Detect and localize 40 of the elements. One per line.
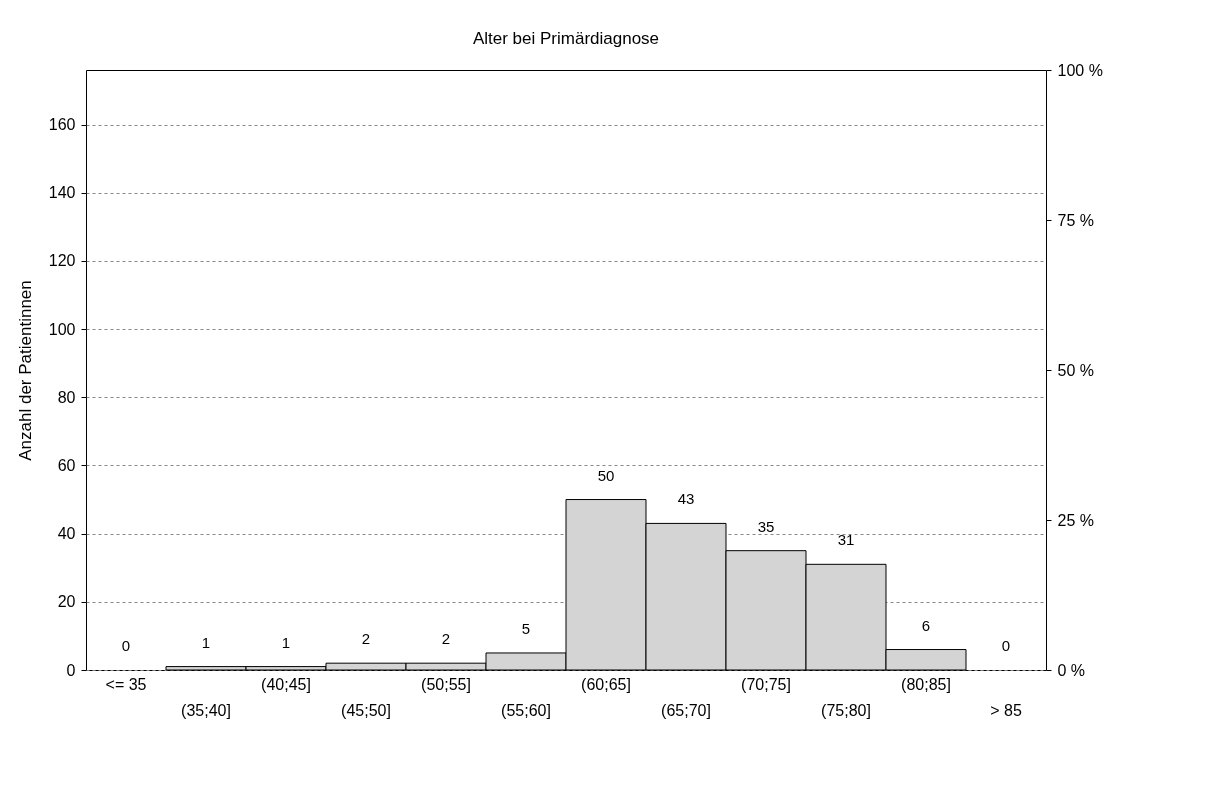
data-label: 5 <box>521 619 531 637</box>
y2-tick-label: 0 % <box>1057 661 1086 679</box>
data-label: 6 <box>921 616 931 634</box>
data-label: 1 <box>201 633 211 651</box>
y-axis-title: Anzahl der Patientinnen <box>15 280 35 461</box>
data-label: 31 <box>837 531 855 549</box>
y-tick-label: 160 <box>48 116 76 134</box>
data-label: 35 <box>757 517 775 535</box>
data-label: 0 <box>121 637 131 654</box>
y-tick-label: 120 <box>48 252 76 270</box>
y2-tick-label: 100 % <box>1057 61 1103 79</box>
y2-tick-label: 25 % <box>1057 511 1094 529</box>
data-label: 2 <box>441 630 451 648</box>
x-tick-label: (65;70] <box>661 701 711 719</box>
y-tick-label: 0 <box>66 661 76 679</box>
y2-tick-label: 75 % <box>1057 211 1094 229</box>
x-tick-label: > 85 <box>990 701 1022 719</box>
y-tick-label: 80 <box>57 388 76 406</box>
chart-title: Alter bei Primärdiagnose <box>472 29 660 48</box>
data-label: 2 <box>361 630 371 648</box>
x-tick-label: (55;60] <box>501 701 551 719</box>
x-tick-label: (40;45] <box>261 675 311 693</box>
data-label: 1 <box>281 633 291 651</box>
y-tick-label: 20 <box>57 593 76 611</box>
data-label: 50 <box>597 466 615 484</box>
y-tick-label: 40 <box>57 525 76 543</box>
x-tick-label: (35;40] <box>181 701 231 719</box>
x-tick-label: (45;50] <box>341 701 391 719</box>
data-label: 43 <box>677 490 695 508</box>
data-label: 0 <box>1001 637 1011 654</box>
x-tick-label: (50;55] <box>421 675 471 693</box>
y-tick-label: 140 <box>48 184 76 202</box>
x-tick-label: (60;65] <box>581 675 631 693</box>
x-tick-label: (80;85] <box>901 675 951 693</box>
y2-tick-label: 50 % <box>1057 361 1094 379</box>
x-tick-label: <= 35 <box>105 675 147 693</box>
x-tick-label: (70;75] <box>741 675 791 693</box>
y-tick-label: 60 <box>57 456 76 474</box>
y-tick-label: 100 <box>48 320 76 338</box>
x-tick-label: (75;80] <box>821 701 871 719</box>
